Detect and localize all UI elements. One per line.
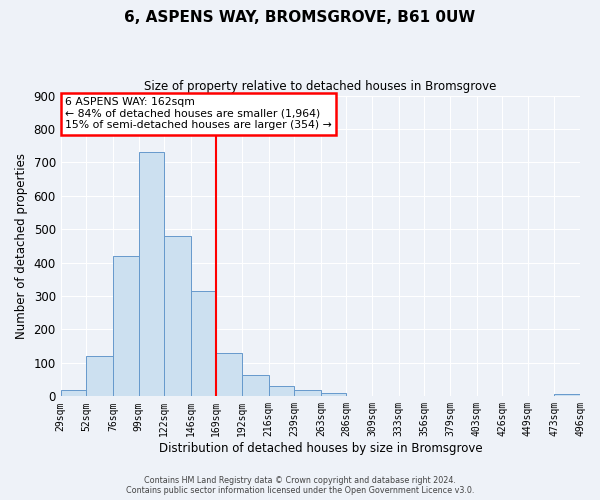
- Y-axis label: Number of detached properties: Number of detached properties: [15, 153, 28, 339]
- Title: Size of property relative to detached houses in Bromsgrove: Size of property relative to detached ho…: [144, 80, 497, 93]
- Bar: [242, 374, 269, 396]
- X-axis label: Distribution of detached houses by size in Bromsgrove: Distribution of detached houses by size …: [158, 442, 482, 455]
- Bar: [61, 390, 86, 396]
- Bar: [554, 394, 580, 396]
- Text: 6 ASPENS WAY: 162sqm
← 84% of detached houses are smaller (1,964)
15% of semi-de: 6 ASPENS WAY: 162sqm ← 84% of detached h…: [65, 97, 332, 130]
- Bar: [217, 353, 242, 397]
- Bar: [86, 356, 113, 397]
- Text: 6, ASPENS WAY, BROMSGROVE, B61 0UW: 6, ASPENS WAY, BROMSGROVE, B61 0UW: [124, 10, 476, 25]
- Bar: [164, 236, 191, 396]
- Bar: [191, 291, 217, 397]
- Bar: [321, 393, 346, 396]
- Bar: [269, 386, 294, 396]
- Bar: [113, 256, 139, 396]
- Bar: [294, 390, 321, 396]
- Text: Contains HM Land Registry data © Crown copyright and database right 2024.
Contai: Contains HM Land Registry data © Crown c…: [126, 476, 474, 495]
- Bar: [139, 152, 164, 396]
